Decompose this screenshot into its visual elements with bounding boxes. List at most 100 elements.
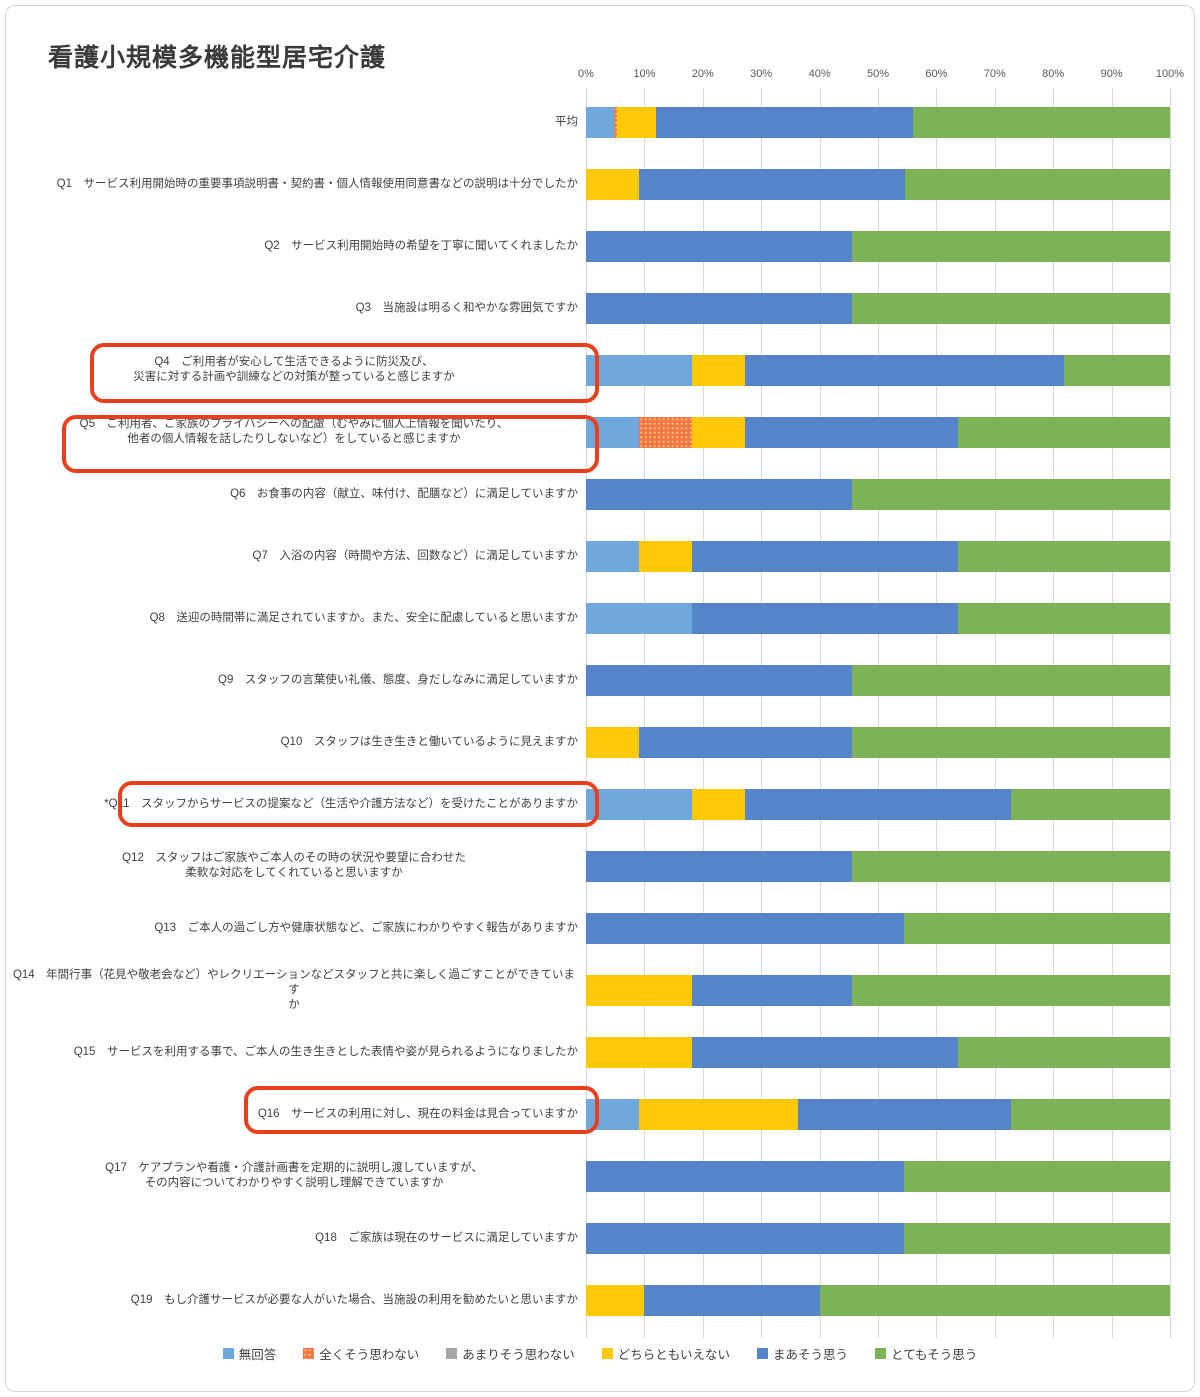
stacked-bar (586, 850, 1170, 882)
bar-segment-somewhat-agree[interactable] (745, 788, 1011, 820)
stacked-bar (586, 1284, 1170, 1316)
bar-segment-strongly-agree[interactable] (904, 1222, 1170, 1254)
bar-segment-somewhat-agree[interactable] (639, 168, 905, 200)
bar-segment-strongly-agree[interactable] (851, 850, 1170, 882)
bar-segment-somewhat-agree[interactable] (692, 540, 958, 572)
bar-segment-somewhat-agree[interactable] (586, 478, 852, 510)
bar-segment-somewhat-agree[interactable] (586, 850, 852, 882)
bar-segment-strongly-agree[interactable] (1063, 354, 1170, 386)
legend-item-somewhat-disagree[interactable]: あまりそう思わない (446, 1344, 575, 1363)
bar-segment-no-answer[interactable] (586, 1098, 640, 1130)
gridline (936, 88, 938, 1338)
legend-item-neutral[interactable]: どちらともいえない (601, 1344, 730, 1363)
plot-rows: 平均 Q1 サービス利用開始時の重要事項説明書・契約書・個人情報使用同意書などの説… (0, 91, 1200, 1331)
bar-segment-somewhat-agree[interactable] (586, 230, 852, 262)
bar-segment-strongly-agree[interactable] (957, 1036, 1170, 1068)
bar-segment-somewhat-agree[interactable] (586, 912, 905, 944)
x-axis-tick: 20% (691, 68, 714, 80)
stacked-bar (586, 416, 1170, 448)
legend: 無回答 全くそう思わない あまりそう思わない どちらともいえない まあそう思う とてもそう… (0, 1344, 1200, 1363)
bar-segment-neutral[interactable] (692, 788, 746, 820)
legend-item-strongly-agree[interactable]: とてもそう思う (875, 1344, 977, 1363)
bar-segment-no-answer[interactable] (586, 540, 640, 572)
bar-segment-no-answer[interactable] (586, 788, 693, 820)
bar-segment-strongly-agree[interactable] (851, 478, 1170, 510)
bar-segment-strongly-agree[interactable] (819, 1284, 1170, 1316)
bar-segment-neutral[interactable] (616, 106, 657, 138)
bar-segment-somewhat-agree[interactable] (692, 974, 852, 1006)
bar-segment-somewhat-agree[interactable] (644, 1284, 820, 1316)
gridline (644, 88, 646, 1338)
bar-segment-somewhat-agree[interactable] (798, 1098, 1011, 1130)
bar-segment-somewhat-agree[interactable] (586, 292, 852, 324)
bar-segment-neutral[interactable] (639, 1098, 799, 1130)
bar-segment-no-answer[interactable] (586, 602, 693, 634)
bar-segment-strongly-agree[interactable] (1010, 1098, 1170, 1130)
bar-segment-strongly-agree[interactable] (1010, 788, 1170, 820)
bar-segment-neutral[interactable] (586, 168, 640, 200)
bar-segment-somewhat-agree[interactable] (586, 664, 852, 696)
row-label: Q9 スタッフの言葉使い礼儀、態度、身だしなみに満足していますか (0, 649, 586, 711)
legend-marker-somewhat-agree (757, 1348, 769, 1359)
bar-segment-strongly-agree[interactable] (957, 416, 1170, 448)
bar-segment-no-answer[interactable] (586, 416, 640, 448)
bar-segment-strongly-agree[interactable] (904, 1160, 1170, 1192)
row-label: Q15 サービスを利用する事で、ご本人の生き生きとした表情や姿が見られるようにな… (0, 1021, 586, 1083)
x-axis-tick: 100% (1155, 68, 1185, 80)
bar-segment-strongly-agree[interactable] (904, 912, 1170, 944)
bar-segment-neutral[interactable] (692, 416, 746, 448)
bar-segment-somewhat-agree[interactable] (639, 726, 852, 758)
bar-segment-neutral[interactable] (692, 354, 746, 386)
row-label: Q6 お食事の内容（献立、味付け、配膳など）に満足していますか (0, 463, 586, 525)
bar-segment-no-answer[interactable] (586, 106, 615, 138)
bar-segment-no-answer[interactable] (586, 354, 693, 386)
bar-segment-somewhat-agree[interactable] (586, 1160, 905, 1192)
bar-segment-strongly-disagree[interactable] (614, 106, 617, 138)
row-label: *Q11 スタッフからサービスの提案など（生活や介護方法など）を受けたことがあり… (0, 773, 599, 835)
chart-row: Q13 ご本人の過ごし方や健康状態など、ご家族にわかりやすく報告がありますか (0, 897, 1200, 959)
row-label: Q10 スタッフは生き生きと働いているように見えますか (0, 711, 586, 773)
row-label-line: Q10 スタッフは生き生きと働いているように見えますか (280, 735, 578, 748)
bar-segment-somewhat-agree[interactable] (656, 106, 914, 138)
row-label: Q2 サービス利用開始時の希望を丁寧に聞いてくれましたか (0, 215, 586, 277)
bar-segment-strongly-agree[interactable] (851, 726, 1170, 758)
row-label: Q1 サービス利用開始時の重要事項説明書・契約書・個人情報使用同意書などの説明は… (0, 153, 586, 215)
bar-segment-strongly-agree[interactable] (904, 168, 1170, 200)
row-label-line: Q14 年間行事（花見や敬老会など）やレクリエーションなどスタッフと共に楽しく過… (12, 968, 576, 996)
bar-segment-strongly-agree[interactable] (851, 664, 1170, 696)
row-label-line: Q17 ケアプランや看護・介護計画書を定期的に説明し渡していますが、 (105, 1162, 483, 1174)
gridlines (586, 88, 1171, 1338)
gridline (994, 88, 996, 1338)
chart-row: Q14 年間行事（花見や敬老会など）やレクリエーションなどスタッフと共に楽しく過… (0, 959, 1200, 1021)
bar-segment-somewhat-agree[interactable] (745, 354, 1064, 386)
gridline (702, 88, 704, 1338)
stacked-bar (586, 1160, 1170, 1192)
bar-segment-strongly-agree[interactable] (957, 602, 1170, 634)
row-label: Q4 ご利用者が安心して生活できるように防災及び、 災害に対する計画や訓練などの対… (0, 339, 599, 403)
legend-label: 無回答 (238, 1348, 277, 1362)
plot-area: 平均 Q1 サービス利用開始時の重要事項説明書・契約書・個人情報使用同意書などの説… (0, 88, 1200, 1344)
bar-segment-somewhat-agree[interactable] (745, 416, 958, 448)
legend-item-no-answer[interactable]: 無回答 (222, 1344, 277, 1363)
bar-segment-neutral[interactable] (586, 726, 640, 758)
bar-segment-strongly-agree[interactable] (851, 974, 1170, 1006)
row-label: Q19 もし介護サービスが必要な人がいた場合、当施設の利用を勧めたいと思いますか (0, 1269, 586, 1331)
row-label-line: その内容についてわかりやすく説明し理解できていますか (144, 1177, 444, 1189)
legend-item-somewhat-agree[interactable]: まあそう思う (757, 1344, 848, 1363)
bar-segment-strongly-agree[interactable] (851, 230, 1170, 262)
legend-item-strongly-disagree[interactable]: 全くそう思わない (303, 1344, 419, 1363)
legend-marker-somewhat-disagree (446, 1348, 458, 1359)
bar-segment-neutral[interactable] (586, 1036, 693, 1068)
bar-segment-strongly-agree[interactable] (957, 540, 1170, 572)
bar-segment-neutral[interactable] (586, 974, 693, 1006)
bar-segment-neutral[interactable] (586, 1284, 645, 1316)
bar-segment-somewhat-agree[interactable] (692, 1036, 958, 1068)
bar-segment-strongly-disagree[interactable] (639, 416, 693, 448)
chart-row: Q2 サービス利用開始時の希望を丁寧に聞いてくれましたか (0, 215, 1200, 277)
bar-segment-somewhat-agree[interactable] (692, 602, 958, 634)
bar-segment-neutral[interactable] (639, 540, 693, 572)
bar-segment-somewhat-agree[interactable] (586, 1222, 905, 1254)
bar-segment-strongly-agree[interactable] (851, 292, 1170, 324)
bar-segment-strongly-agree[interactable] (913, 106, 1170, 138)
row-label-line: Q18 ご家族は現在のサービスに満足していますか (315, 1231, 578, 1244)
